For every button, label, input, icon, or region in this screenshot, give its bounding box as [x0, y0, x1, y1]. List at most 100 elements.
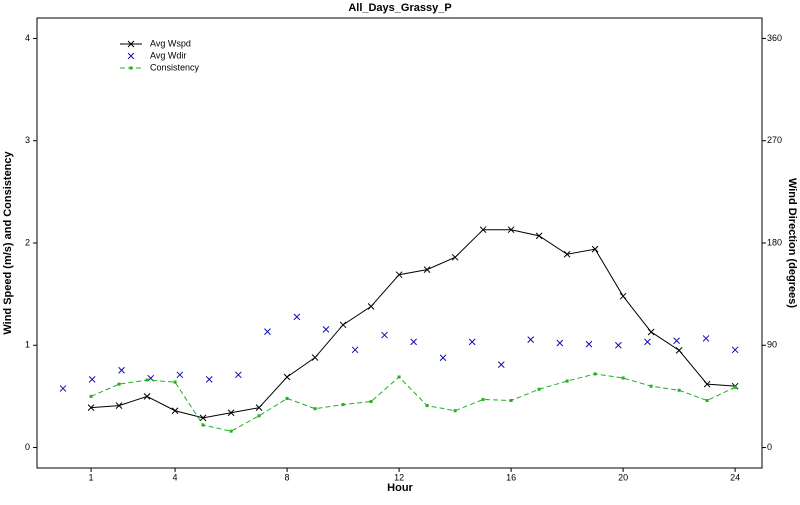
point-marker: [673, 337, 680, 345]
point-marker: [509, 399, 513, 402]
point-marker: [619, 292, 627, 300]
point-marker: [257, 414, 261, 418]
point-marker: [171, 407, 179, 415]
point-marker: [527, 336, 535, 343]
point-marker: [339, 321, 347, 329]
point-marker: [381, 331, 388, 339]
point-marker: [117, 382, 121, 386]
point-marker: [563, 250, 571, 258]
point-marker: [644, 338, 651, 346]
y2-tick-label: 360: [767, 33, 782, 43]
point-marker: [367, 303, 375, 310]
point-marker: [647, 328, 655, 336]
y-tick-label: 3: [25, 135, 30, 145]
x-tick-label: 12: [394, 472, 404, 482]
y2-tick-label: 0: [767, 442, 772, 452]
point-marker: [423, 266, 431, 273]
point-marker: [649, 384, 653, 388]
point-marker: [410, 338, 417, 346]
point-marker: [468, 338, 476, 346]
point-marker: [227, 409, 235, 417]
point-marker: [621, 376, 625, 380]
x-axis-label: Hour: [387, 482, 413, 494]
point-marker: [702, 335, 710, 342]
series-line: [90, 373, 736, 432]
point-marker: [565, 379, 569, 383]
y-tick-label: 0: [25, 442, 30, 452]
x-tick-label: 1: [89, 472, 94, 482]
legend-marker: [129, 66, 133, 70]
point-marker: [479, 226, 487, 234]
point-marker: [453, 409, 457, 413]
point-marker: [351, 346, 359, 354]
point-marker: [88, 376, 96, 383]
point-marker: [395, 271, 403, 279]
point-marker: [285, 396, 289, 400]
point-marker: [205, 376, 213, 383]
point-marker: [341, 403, 345, 407]
point-marker: [397, 375, 401, 379]
x-tick-label: 24: [730, 472, 740, 482]
point-marker: [145, 378, 149, 382]
series-line: [91, 229, 736, 419]
point-marker: [118, 366, 125, 374]
point-marker: [143, 393, 151, 400]
legend-marker: [127, 52, 135, 60]
point-marker: [293, 313, 301, 321]
x-tick-label: 4: [173, 472, 178, 482]
point-marker: [425, 404, 429, 408]
point-marker: [439, 354, 447, 362]
legend-marker: [127, 40, 135, 48]
point-marker: [176, 371, 184, 379]
point-marker: [201, 423, 205, 427]
y2-axis-label: Wind Direction (degrees): [786, 178, 798, 308]
y-axis-label: Wind Speed (m/s) and Consistency: [2, 150, 14, 334]
point-marker: [733, 385, 737, 389]
point-marker: [591, 245, 599, 253]
point-marker: [675, 347, 683, 354]
point-marker: [173, 380, 177, 384]
point-marker: [369, 400, 373, 404]
point-marker: [481, 397, 485, 401]
point-marker: [229, 429, 233, 433]
point-marker: [311, 354, 319, 361]
y2-tick-label: 90: [767, 340, 777, 350]
point-marker: [705, 399, 709, 402]
x-tick-label: 20: [618, 472, 628, 482]
y-tick-label: 2: [25, 237, 30, 247]
point-marker: [535, 232, 543, 240]
y2-tick-label: 180: [767, 237, 782, 247]
point-marker: [556, 339, 564, 347]
point-marker: [115, 402, 123, 409]
point-marker: [677, 388, 681, 392]
legend-label: Consistency: [150, 62, 200, 72]
point-marker: [593, 372, 597, 376]
point-marker: [283, 373, 291, 381]
x-tick-label: 8: [285, 472, 290, 482]
x-tick-label: 16: [506, 472, 516, 482]
point-marker: [731, 346, 739, 354]
point-marker: [322, 326, 330, 333]
point-marker: [614, 341, 622, 349]
legend-label: Avg Wspd: [150, 38, 191, 48]
y-tick-label: 1: [25, 340, 30, 350]
point-marker: [703, 380, 711, 388]
point-marker: [537, 387, 541, 391]
point-marker: [199, 414, 207, 422]
y2-tick-label: 270: [767, 135, 782, 145]
point-marker: [264, 328, 271, 335]
point-marker: [234, 371, 242, 379]
chart-title: All_Days_Grassy_P: [348, 2, 451, 14]
point-marker: [87, 404, 95, 412]
point-marker: [585, 340, 593, 348]
point-marker: [497, 361, 505, 368]
y-tick-label: 4: [25, 33, 30, 43]
point-marker: [255, 404, 263, 412]
point-marker: [59, 385, 67, 392]
point-marker: [89, 394, 93, 398]
point-marker: [451, 253, 459, 261]
point-marker: [313, 407, 317, 411]
point-marker: [507, 226, 515, 234]
